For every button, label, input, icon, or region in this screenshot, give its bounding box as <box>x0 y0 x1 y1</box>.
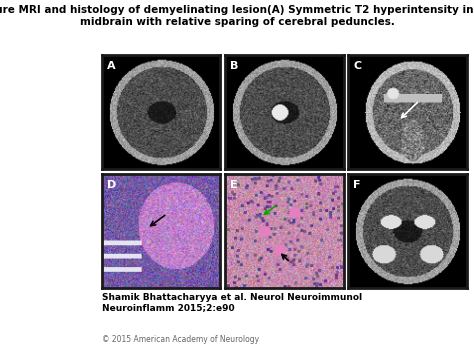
Text: © 2015 American Academy of Neurology: © 2015 American Academy of Neurology <box>102 335 259 344</box>
Text: D: D <box>107 180 116 190</box>
Text: Figure MRI and histology of demyelinating lesion(A) Symmetric T2 hyperintensity : Figure MRI and histology of demyelinatin… <box>0 5 474 27</box>
Text: E: E <box>230 180 237 190</box>
Text: B: B <box>230 61 238 71</box>
Text: F: F <box>353 180 361 190</box>
Text: Shamik Bhattacharyya et al. Neurol Neuroimmunol
Neuroinflamm 2015;2:e90: Shamik Bhattacharyya et al. Neurol Neuro… <box>102 293 362 312</box>
Text: A: A <box>107 61 115 71</box>
Text: C: C <box>353 61 361 71</box>
